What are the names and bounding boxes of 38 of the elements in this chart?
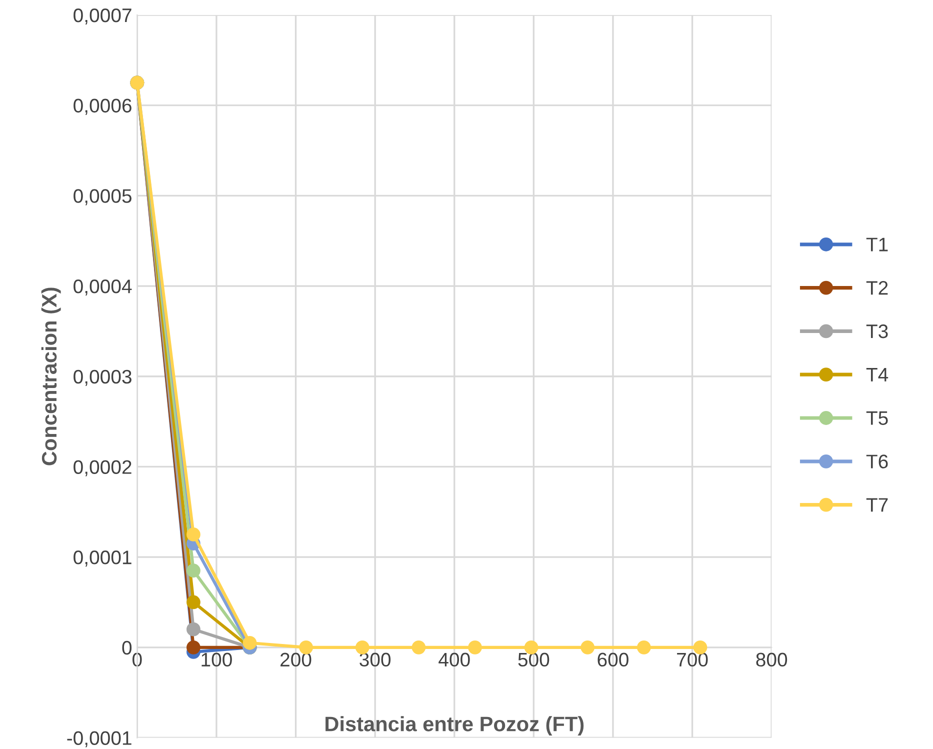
point bbox=[186, 595, 200, 610]
y-tick-label: 0,0005 bbox=[74, 189, 132, 206]
y-axis-title: Concentracion (X) bbox=[41, 288, 61, 466]
x-tick-label: 500 bbox=[518, 652, 550, 667]
x-tick-label: 600 bbox=[598, 652, 628, 667]
x-tick-label: 400 bbox=[438, 652, 470, 667]
x-tick-label: 100 bbox=[202, 652, 232, 667]
y-tick-label: 0,0001 bbox=[74, 550, 132, 567]
point bbox=[412, 640, 426, 654]
x-tick-label: 0 bbox=[132, 652, 142, 667]
y-tick-label: 0,0004 bbox=[74, 279, 132, 296]
legend-label: T4 bbox=[866, 368, 888, 382]
point bbox=[580, 640, 595, 654]
point bbox=[636, 640, 651, 654]
x-axis-title: Distancia entre Pozoz (FT) bbox=[326, 716, 584, 736]
point bbox=[186, 640, 200, 654]
x-tick-label: 200 bbox=[280, 652, 312, 667]
y-tick-label: -0,0001 bbox=[67, 731, 132, 748]
legend-label: T2 bbox=[866, 281, 888, 295]
y-tick-label: 0 bbox=[122, 640, 132, 655]
point bbox=[186, 622, 200, 636]
point bbox=[468, 640, 482, 654]
legend-label: T6 bbox=[866, 454, 888, 468]
x-tick-label: 300 bbox=[360, 652, 391, 667]
y-tick-label: 0,0003 bbox=[74, 370, 132, 386]
y-tick-label: 0,0002 bbox=[74, 460, 132, 476]
x-tick-label: 800 bbox=[756, 652, 788, 667]
point bbox=[355, 640, 370, 654]
legend-label: T7 bbox=[866, 498, 888, 512]
legend-label: T5 bbox=[866, 411, 888, 425]
point bbox=[186, 564, 200, 578]
y-tick-label: 0,0006 bbox=[74, 98, 132, 115]
legend-label: T3 bbox=[866, 324, 888, 338]
legend-label: T1 bbox=[866, 238, 888, 252]
point bbox=[186, 528, 200, 542]
point bbox=[242, 636, 257, 650]
x-tick-label: 700 bbox=[677, 652, 708, 667]
y-tick-label: 0,0007 bbox=[74, 8, 132, 25]
